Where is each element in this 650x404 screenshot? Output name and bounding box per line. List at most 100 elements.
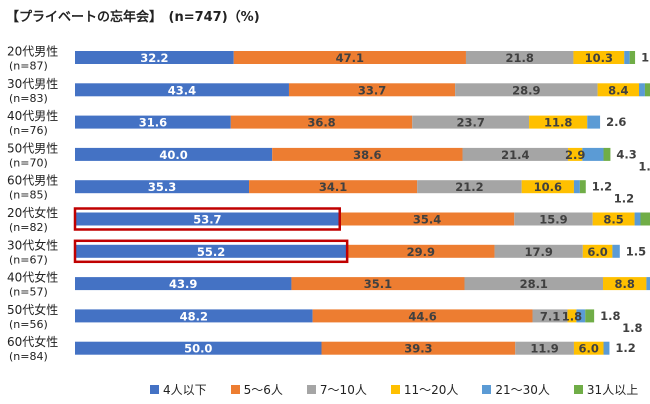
bar-segment	[640, 212, 650, 226]
data-label: 43.4	[168, 83, 196, 97]
data-label: 43.9	[169, 277, 197, 291]
small-data-label: 1.4	[638, 159, 650, 173]
small-data-label: 1.2	[592, 180, 612, 194]
bar-segment	[288, 83, 456, 97]
data-label: 7.1	[540, 309, 560, 323]
data-label: 32.2	[140, 51, 168, 65]
data-label: 8.5	[603, 213, 623, 227]
data-label: 10.6	[534, 180, 562, 194]
bar-segment	[612, 244, 620, 258]
legend-swatch	[230, 385, 240, 394]
data-label: 6.0	[579, 342, 599, 356]
legend-item: 4人以下	[150, 381, 207, 398]
data-label: 44.6	[408, 309, 436, 323]
category-label: 40代男性	[7, 109, 58, 123]
category-n-label: (n=83)	[9, 92, 48, 105]
label-group: 32.247.121.810.31.11.143.433.728.98.41.2…	[139, 51, 650, 356]
bar-segment	[347, 244, 495, 258]
data-label: 35.4	[413, 213, 441, 227]
highlight-box	[73, 207, 341, 231]
bar-segment	[321, 341, 516, 355]
legend-swatch	[573, 385, 583, 394]
bar-segment	[312, 309, 533, 323]
bar-segment	[568, 147, 583, 161]
data-label: 10.3	[585, 51, 613, 65]
bar-segment	[576, 309, 586, 323]
bar-segment	[75, 83, 289, 97]
category-label: 30代女性	[7, 237, 58, 252]
data-label: 17.9	[524, 245, 552, 259]
bar-segment	[603, 341, 610, 355]
bar-segment	[532, 309, 568, 323]
bar-segment	[464, 277, 604, 291]
category-n-label: (n=85)	[9, 189, 48, 202]
bar-segment	[249, 180, 418, 194]
bar-segment	[567, 309, 577, 323]
category-label: 30代男性	[7, 77, 58, 91]
highlight-group	[73, 207, 349, 264]
data-label: 47.1	[336, 51, 364, 65]
data-label: 2.9	[565, 148, 585, 162]
legend-item: 31人以上	[573, 381, 638, 398]
bar-segment	[624, 51, 630, 64]
bar-segment	[75, 277, 292, 291]
bar-segment	[75, 180, 250, 194]
small-data-label: 4.3	[616, 147, 636, 161]
bar-segment	[587, 115, 601, 129]
data-label: 8.4	[608, 83, 628, 97]
legend-item: 7～10人	[306, 381, 367, 398]
legend-label: 11～20人	[403, 383, 459, 397]
bar-segment	[230, 115, 413, 129]
data-label: 50.0	[184, 342, 212, 356]
data-label: 38.6	[353, 148, 381, 162]
category-n-label: (n=82)	[9, 221, 48, 234]
category-n-label: (n=87)	[9, 60, 48, 73]
bar-segment	[597, 83, 640, 97]
category-n-label: (n=56)	[9, 318, 48, 331]
data-label: 36.8	[307, 116, 335, 130]
small-data-label: 1.5	[626, 244, 646, 258]
data-label: 15.9	[539, 213, 567, 227]
data-label: 48.2	[180, 309, 208, 323]
bar-segment	[573, 180, 580, 194]
bar-segment	[573, 51, 625, 64]
legend-swatch	[306, 385, 316, 394]
category-label: 20代女性	[7, 205, 58, 220]
legend-label: 4人以下	[163, 383, 207, 397]
category-label: 60代男性	[7, 174, 58, 188]
bar-segment	[639, 83, 645, 97]
small-data-label: 1.2	[615, 341, 635, 355]
bar-segment	[529, 115, 588, 129]
bar-segment	[579, 180, 586, 194]
bar-segment	[582, 147, 604, 161]
legend-swatch	[390, 385, 400, 394]
category-n-label: (n=67)	[9, 253, 48, 266]
data-label: 1.8	[562, 309, 582, 323]
bar-segment	[646, 277, 650, 291]
bar-segment	[272, 147, 463, 161]
data-label: 33.7	[358, 83, 386, 97]
data-label: 40.0	[159, 148, 187, 162]
small-data-label: 1.2	[614, 192, 634, 206]
legend-label: 7～10人	[319, 383, 367, 397]
bar-segment	[629, 51, 636, 64]
data-label: 28.1	[520, 277, 548, 291]
category-label: 40代女性	[7, 270, 58, 285]
bar-segment	[494, 244, 583, 258]
bar-segment	[462, 147, 569, 161]
legend: 4人以下 5～6人 7～10人 11～20人 21～30人 31人以上	[150, 381, 638, 398]
category-label: 50代男性	[7, 141, 58, 155]
bar-segment	[455, 83, 598, 97]
bar-segment	[291, 277, 465, 291]
bar-segment	[514, 212, 593, 226]
legend-item: 5～6人	[230, 381, 283, 398]
category-n-label: (n=57)	[9, 286, 48, 299]
bar-segment	[465, 51, 574, 64]
legend-label: 5～6人	[243, 383, 283, 397]
bar-segment	[75, 212, 340, 226]
small-data-label: 1.1	[641, 51, 650, 65]
small-data-label: 1.8	[600, 309, 620, 323]
bar-segment	[75, 115, 231, 129]
data-label: 55.2	[197, 245, 225, 259]
bar-segment	[582, 244, 613, 258]
